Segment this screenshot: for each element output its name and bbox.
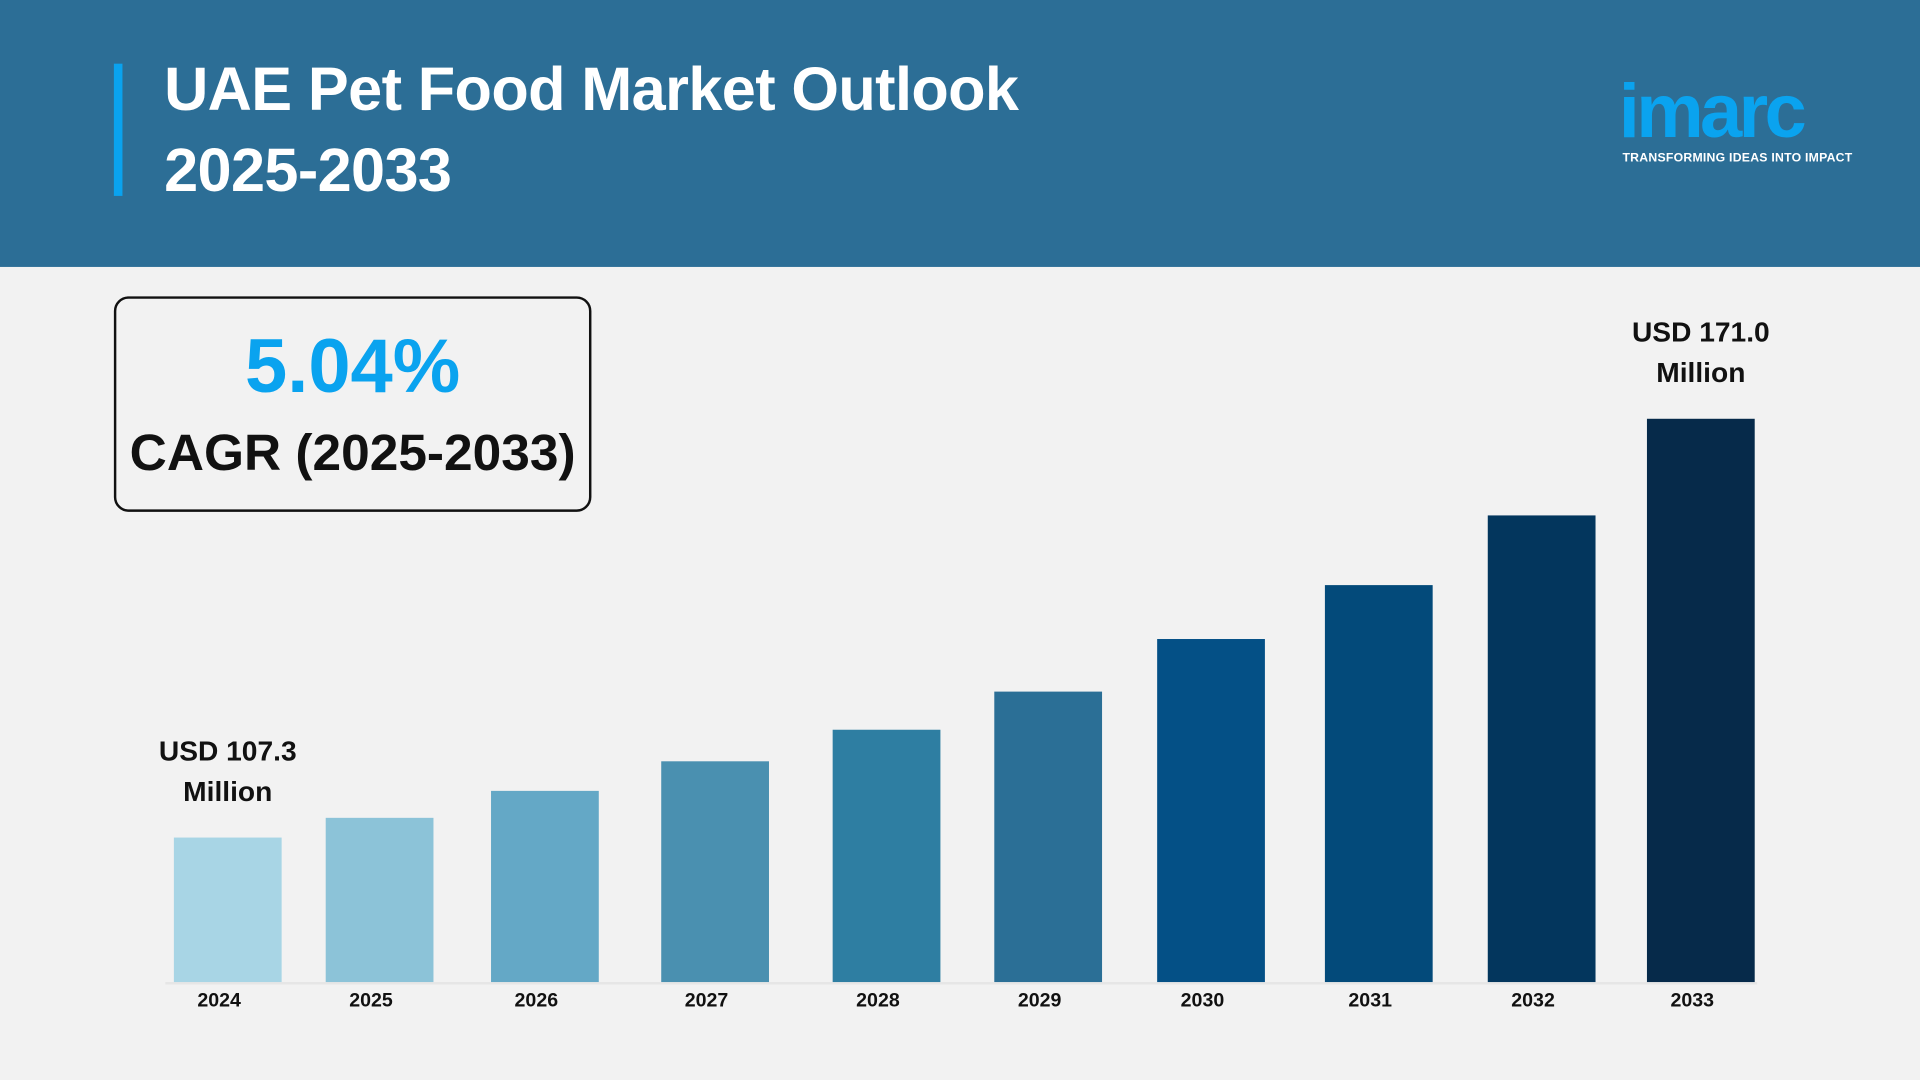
imarc-logo: imarc TRANSFORMING IDEAS INTO IMPACT bbox=[1619, 64, 1859, 174]
bar-2032 bbox=[1487, 515, 1596, 983]
title-accent-bar bbox=[113, 63, 123, 196]
bar-2029 bbox=[994, 691, 1103, 983]
cagr-value: 5.04% bbox=[245, 324, 461, 409]
value-label-2033: USD 171.0 bbox=[1632, 317, 1770, 348]
x-tick-label: 2027 bbox=[685, 990, 729, 1012]
value-label-2024: USD 107.3 bbox=[159, 735, 297, 766]
value-unit-label-2033: Million bbox=[1656, 357, 1745, 388]
x-tick-label: 2025 bbox=[349, 990, 393, 1012]
x-tick-label: 2030 bbox=[1181, 990, 1225, 1012]
x-tick-label: 2033 bbox=[1670, 990, 1714, 1012]
page-title: UAE Pet Food Market Outlook bbox=[164, 55, 1019, 124]
bar-2025 bbox=[325, 817, 434, 983]
bar-2031 bbox=[1324, 585, 1433, 983]
x-tick-label: 2024 bbox=[197, 990, 241, 1012]
page-subtitle-years: 2025-2033 bbox=[164, 135, 452, 205]
x-tick-label: 2026 bbox=[515, 990, 559, 1012]
value-unit-label-2024: Million bbox=[183, 776, 272, 807]
bar-2026 bbox=[491, 790, 599, 983]
x-tick-label: 2031 bbox=[1348, 990, 1392, 1012]
x-tick-label: 2029 bbox=[1018, 990, 1062, 1012]
bar-2027 bbox=[661, 761, 769, 983]
cagr-box: 5.04% CAGR (2025-2033) bbox=[113, 296, 592, 512]
cagr-label: CAGR (2025-2033) bbox=[129, 423, 576, 482]
bar-2028 bbox=[832, 729, 941, 983]
logo-wordmark: imarc bbox=[1618, 69, 1807, 155]
logo-tagline: TRANSFORMING IDEAS INTO IMPACT bbox=[1622, 151, 1853, 166]
bar-2030 bbox=[1157, 639, 1265, 983]
bar-2033 bbox=[1646, 418, 1755, 983]
bar-2024 bbox=[173, 837, 282, 983]
x-tick-label: 2028 bbox=[856, 990, 900, 1012]
x-tick-label: 2032 bbox=[1511, 990, 1555, 1012]
header-banner: UAE Pet Food Market Outlook 2025-2033 im… bbox=[0, 0, 1920, 267]
